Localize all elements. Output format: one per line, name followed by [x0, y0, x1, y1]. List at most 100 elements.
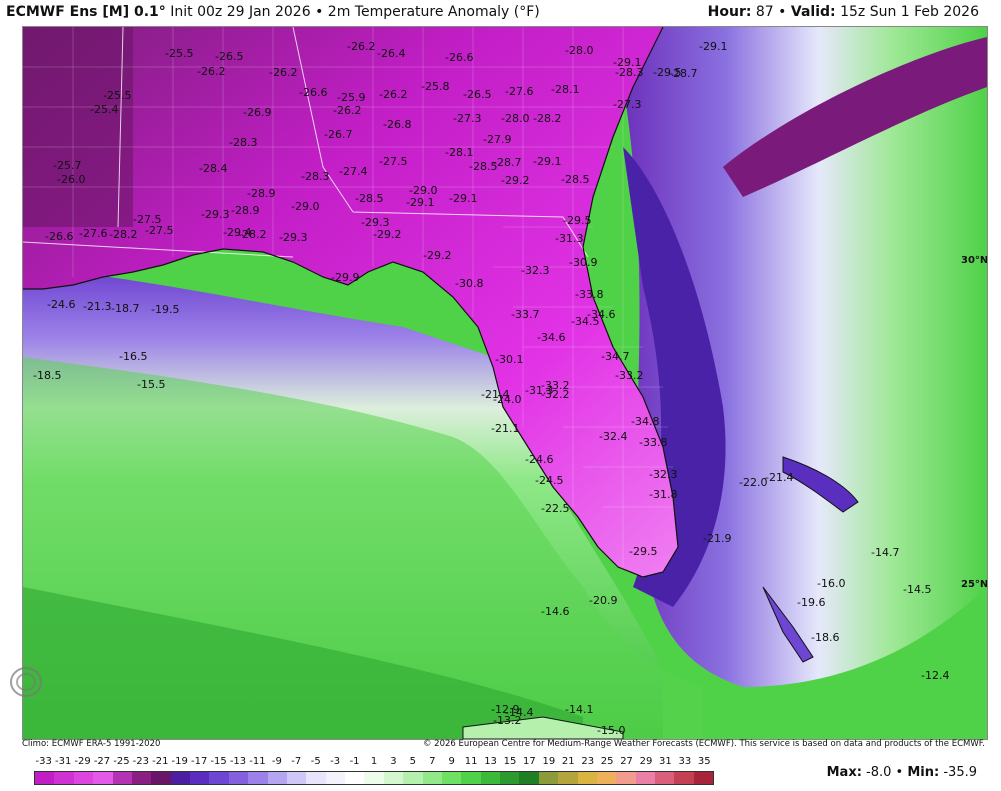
- south-green-band: [23, 587, 583, 739]
- value-label: -27.5: [379, 155, 407, 168]
- value-label: -28.3: [229, 136, 257, 149]
- color-legend: -33 -31 -29 -27 -25 -23 -21 -19 -17 -15 -13 -11 -9 -7…: [34, 756, 714, 786]
- value-label: -26.6: [45, 230, 73, 243]
- legend-tick-label: -9: [271, 756, 282, 767]
- lat-label-25n: 25°N: [961, 579, 987, 590]
- value-label: -28.9: [247, 187, 275, 200]
- value-label: -21.1: [491, 422, 519, 435]
- value-label: -22.0: [739, 476, 767, 489]
- value-label: -31.8: [649, 488, 677, 501]
- value-label: -28.2: [109, 228, 137, 241]
- value-label: -28.0: [501, 112, 529, 125]
- legend-swatch: [151, 772, 171, 784]
- value-label: -26.9: [243, 106, 271, 119]
- anomaly-map: 30°N 25°N -25.5 -26.5 -26.2 -26.4 -26.6 …: [22, 26, 988, 740]
- value-label: -32.2: [541, 388, 569, 401]
- legend-tick-label: -1: [349, 756, 360, 767]
- logo-mark: [10, 667, 42, 697]
- value-label: -31.3: [525, 384, 553, 397]
- value-label: -27.3: [453, 112, 481, 125]
- legend-swatch: [461, 772, 481, 784]
- legend-swatch: [364, 772, 384, 784]
- value-label: -28.5: [355, 192, 383, 205]
- legend-tick-label: 13: [484, 756, 497, 767]
- value-label: -29.5: [629, 545, 657, 558]
- legend-tick-label: -33: [35, 756, 52, 767]
- value-label: -13.2: [493, 714, 521, 727]
- value-label: -14.1: [565, 703, 593, 716]
- value-label: -25.8: [421, 80, 449, 93]
- legend-ticks: -33 -31 -29 -27 -25 -23 -21 -19 -17 -15 -13 -11 -9 -7…: [34, 756, 714, 770]
- valid-time: 15z Sun 1 Feb 2026: [835, 4, 979, 20]
- value-label: -29.1: [406, 196, 434, 209]
- legend-tick-label: -27: [93, 756, 111, 767]
- value-label: -25.9: [337, 91, 365, 104]
- value-label: -24.6: [525, 453, 553, 466]
- value-label: -28.2: [533, 112, 561, 125]
- value-label: -26.2: [379, 88, 407, 101]
- title: ECMWF Ens [M] 0.1° Init 00z 29 Jan 2026 …: [6, 4, 540, 20]
- max-min-stats: Max: -8.0 • Min: -35.9: [826, 765, 977, 780]
- value-label: -18.5: [33, 369, 61, 382]
- legend-swatch: [170, 772, 190, 784]
- value-label: -28.1: [551, 83, 579, 96]
- legend-swatch: [422, 772, 442, 784]
- copyright-credit: © 2026 European Centre for Medium-Range …: [422, 739, 985, 749]
- field-name: 2m Temperature Anomaly (°F): [327, 4, 540, 20]
- legend-swatch: [248, 772, 268, 784]
- value-label: -29.2: [373, 228, 401, 241]
- cuba-coast: [462, 716, 624, 739]
- legend-swatch: [480, 772, 500, 784]
- value-label: -16.5: [119, 350, 147, 363]
- andros-island: [762, 586, 814, 663]
- legend-swatch: [577, 772, 597, 784]
- legend-tick-label: -29: [74, 756, 91, 767]
- legend-swatch: [674, 772, 694, 784]
- value-label: -18.7: [111, 302, 139, 315]
- model-name: ECMWF Ens [M] 0.1: [6, 4, 159, 20]
- value-label: -29.5: [563, 214, 591, 227]
- value-label: -25.5: [103, 89, 131, 102]
- land-mass: [23, 27, 678, 577]
- value-label: -30.8: [455, 277, 483, 290]
- value-label: -28.5: [561, 173, 589, 186]
- value-label: -34.6: [587, 308, 615, 321]
- value-label: -32.4: [599, 430, 627, 443]
- value-label: -29.0: [409, 184, 437, 197]
- legend-tick-label: 31: [659, 756, 672, 767]
- value-label: -28.0: [565, 44, 593, 57]
- legend-swatch: [693, 772, 714, 784]
- value-label: -12.9: [491, 703, 519, 716]
- value-label: -26.2: [197, 65, 225, 78]
- legend-tick-label: 23: [581, 756, 595, 767]
- value-label: -34.8: [631, 415, 659, 428]
- legend-tick-label: -13: [229, 756, 247, 767]
- value-label: -33.2: [541, 379, 569, 392]
- header-bar: ECMWF Ens [M] 0.1° Init 00z 29 Jan 2026 …: [0, 0, 1001, 24]
- legend-tick-label: 15: [503, 756, 517, 767]
- value-label: -27.4: [339, 165, 367, 178]
- legend-tick-label: -23: [132, 756, 150, 767]
- value-label: -24.6: [47, 298, 75, 311]
- value-label: -16.0: [817, 577, 845, 590]
- value-label: -21.4: [765, 471, 793, 484]
- bahamas-island: [782, 456, 859, 513]
- value-label: -15.5: [137, 378, 165, 391]
- legend-swatch: [500, 772, 520, 784]
- value-label: -26.2: [347, 40, 375, 53]
- value-label: -26.6: [299, 86, 327, 99]
- legend-tick-label: 1: [370, 756, 378, 767]
- county-borders: [23, 27, 675, 567]
- value-label: -29.1: [613, 56, 641, 69]
- legend-tick-label: 5: [409, 756, 417, 767]
- value-label: -26.2: [333, 104, 361, 117]
- value-label: -29.4: [223, 226, 251, 239]
- legend-swatch: [131, 772, 152, 784]
- value-label: -27.6: [79, 227, 107, 240]
- value-label: -30.1: [495, 353, 523, 366]
- value-label: -15.0: [597, 724, 625, 737]
- value-label: -25.4: [90, 103, 118, 116]
- value-label: -28.5: [469, 160, 497, 173]
- value-label: -29.5: [653, 66, 681, 79]
- value-label: -29.1: [533, 155, 561, 168]
